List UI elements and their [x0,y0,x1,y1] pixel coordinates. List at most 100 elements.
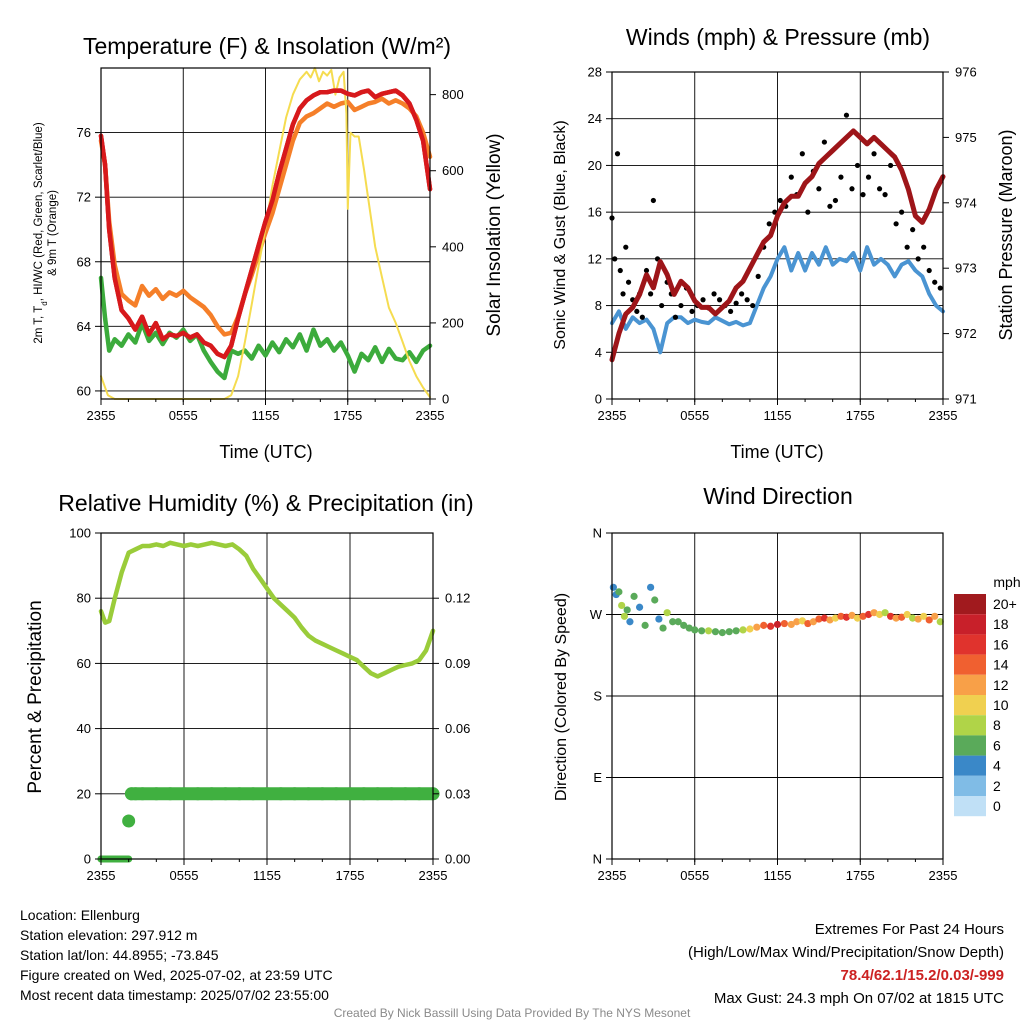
temp-chart-title: Temperature (F) & Insolation (W/m²) [83,33,451,59]
gust-point [887,162,894,169]
gust-point [750,302,756,309]
gust-point [843,112,850,118]
gust-point [816,186,822,192]
gust-point [899,209,905,215]
temp-chart: 2355 0555 1155 1755 2355 60 64 68 72 76 0 200 400 600… [77,67,464,423]
x-tick-label: 2355 [598,868,627,883]
direction-point [842,613,851,621]
y2-tick-label: 973 [955,261,977,276]
direction-chart-title: Wind Direction [703,483,853,509]
direction-point [853,614,862,622]
gust-point [854,162,861,169]
direction-point [630,592,638,600]
direction-point [753,623,761,631]
extremes-values: 78.4/62.1/15.2/0.03/-999 [840,967,1004,984]
legend-swatch [954,634,986,655]
gust-point [876,186,883,192]
legend-label: 14 [993,657,1009,673]
x-tick-label: 0555 [680,408,709,423]
gust-point [777,197,783,204]
direction-point [626,618,634,626]
legend-label: 16 [993,636,1009,652]
gust-point [882,192,888,198]
direction-point [655,615,663,623]
y-tick-label: 76 [77,125,91,140]
gust-point [921,244,927,250]
y2-tick-label: 0.03 [445,786,470,801]
direction-point [898,613,906,621]
gust-point [865,174,872,180]
direction-point [793,618,801,626]
direction-point [760,621,768,629]
elevation-text: Station elevation: 297.912 m [20,927,198,943]
y-tick-label: 100 [69,526,91,541]
legend-swatch [954,674,986,695]
gust-point [672,314,679,320]
direction-point [837,612,845,620]
temp-x-label: Time (UTC) [219,442,312,462]
y-tick-label: 72 [77,190,91,205]
legend-swatch [954,594,986,615]
direction-point [780,619,788,628]
direction-point [826,616,834,624]
y2-tick-label: 972 [955,326,977,341]
direction-point [914,615,922,623]
y2-tick-label: 600 [442,163,464,178]
x-tick-label: 2355 [419,868,448,883]
y-tick-label: 16 [588,205,602,220]
direction-point [804,619,812,628]
gust-point [832,197,839,204]
direction-point [704,627,713,635]
gust-point [739,291,745,297]
gust-point [639,314,645,320]
y-tick-label: 60 [77,383,91,398]
x-tick-label: 2355 [929,868,958,883]
gust-point [634,308,640,315]
direction-point [718,629,726,637]
y-tick-label: S [593,689,602,704]
direction-point [925,616,933,624]
y2-tick-label: 0.06 [445,721,470,736]
gust-point [711,291,717,297]
direction-point [663,609,671,617]
gust-point [744,297,750,303]
legend-label: 18 [993,616,1009,632]
y2-tick-label: 400 [442,239,464,254]
direction-point [647,583,655,591]
wind-y2-label: Station Pressure (Maroon) [996,129,1016,340]
gust-point [612,256,618,262]
y-tick-label: 80 [77,591,91,606]
y-tick-label: 68 [77,254,91,269]
y-tick-label: 28 [588,65,602,80]
y-tick-label: 64 [77,319,91,334]
temp-y-label: 2m T, Td, HI/WC (Red, Green, Scarlet/Blu… [33,122,49,343]
direction-point [746,625,754,633]
gust-point [871,151,877,157]
direction-point [680,621,688,629]
dewpoint-line [98,275,433,381]
precip-point [122,814,136,828]
direction-point [909,614,917,622]
legend-swatch [954,735,986,756]
direction-point [773,620,782,629]
gust-point [827,203,833,209]
created-text: Figure created on Wed, 2025-07-02, at 23… [20,967,333,983]
gust-point [700,297,706,303]
direction-point [674,618,682,626]
legend-label: 10 [993,697,1009,713]
direction-point [609,583,617,591]
direction-point [767,622,775,630]
legend-label: 20+ [993,596,1017,612]
direction-point [725,628,733,636]
direction-point [615,588,623,596]
extremes-title: Extremes For Past 24 Hours [814,921,1004,938]
y-tick-label: 20 [77,786,91,801]
gust-point [643,267,650,274]
latlon-text: Station lat/lon: 44.8955; -73.845 [20,947,219,963]
y-tick-label: N [593,852,602,867]
y-tick-label: 24 [588,111,602,126]
extremes-subtitle: (High/Low/Max Wind/Precipitation/Snow De… [688,944,1004,961]
gust-point [805,209,811,215]
legend-swatch [954,654,986,675]
direction-point [881,609,889,617]
